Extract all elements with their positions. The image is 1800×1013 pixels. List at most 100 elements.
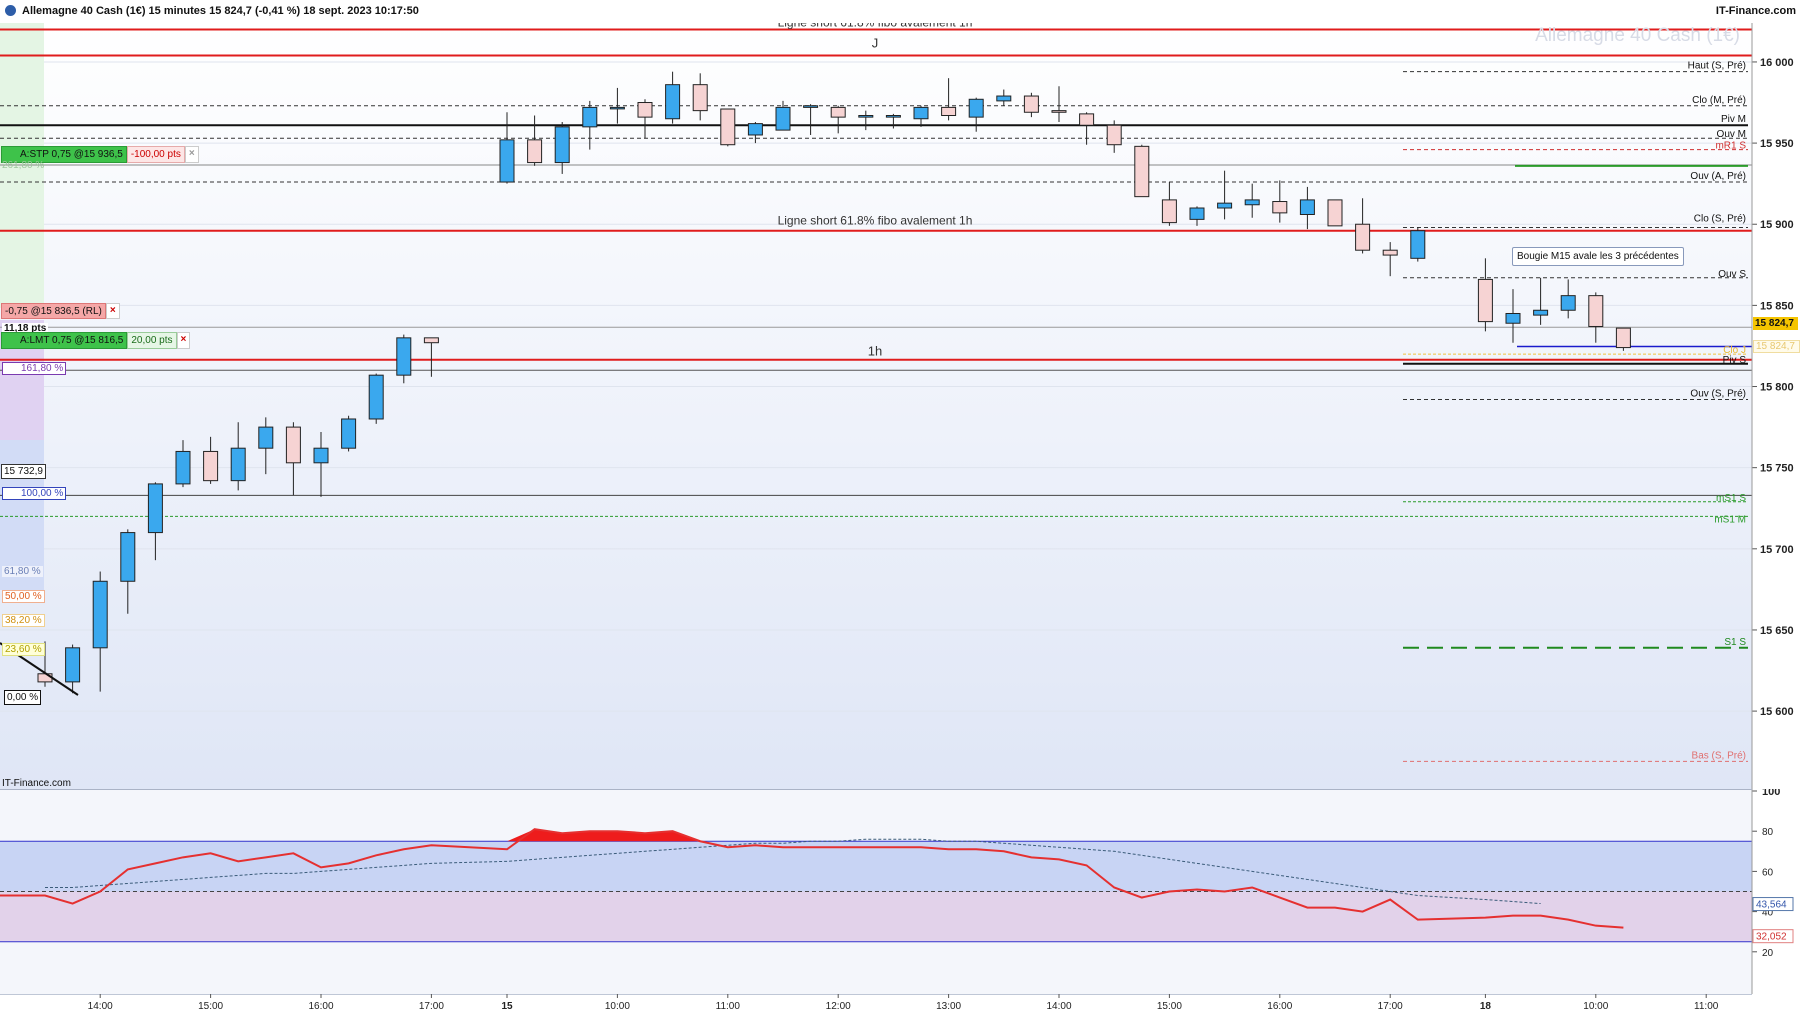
candle-body xyxy=(147,483,163,534)
x-tick-label: 17:00 xyxy=(419,1001,444,1012)
x-tick-label: 18 xyxy=(1480,1001,1492,1012)
y-tick-label: 15 950 xyxy=(1760,138,1794,150)
candle-body xyxy=(968,98,984,118)
rsi-panel[interactable]: 100 80 60 40 20 43,564 32,052 xyxy=(0,789,1800,994)
limit-order-close-icon[interactable]: × xyxy=(176,332,191,349)
x-tick-label: 10:00 xyxy=(605,1001,630,1012)
rsi-signal-tag: 43,564 xyxy=(1756,900,1787,911)
ouv-m-label: Ouv M xyxy=(1717,129,1746,140)
rsi-line xyxy=(0,828,1624,929)
candle-body xyxy=(258,426,274,449)
candle-body xyxy=(1272,201,1288,214)
candle-body xyxy=(803,105,819,108)
time-axis: 14:00 15:00 16:00 17:00 15 10:00 11:00 12:00 13:… xyxy=(0,994,1800,1013)
candle-body xyxy=(1477,278,1493,323)
rsi-signal-tag-box xyxy=(1752,897,1794,912)
x-tick-label: 15 xyxy=(501,1001,513,1012)
rsi-tick-label: 20 xyxy=(1762,948,1774,959)
candle-body xyxy=(1134,145,1150,198)
candle-body xyxy=(527,139,543,164)
candle-body xyxy=(830,106,846,118)
x-tick-label: 16:00 xyxy=(1267,1001,1292,1012)
ouv-a-pre-label: Ouv (A, Pré) xyxy=(1690,171,1746,182)
position-label[interactable]: -0,75 @15 836,5 (RL) xyxy=(1,303,106,319)
bas-s-pre-label: Bas (S, Pré) xyxy=(1692,750,1746,761)
candle-body xyxy=(341,418,357,449)
position-close-icon[interactable]: × xyxy=(105,303,120,319)
x-tick-label: 16:00 xyxy=(308,1001,333,1012)
candle-body xyxy=(1615,327,1631,349)
candle-body xyxy=(65,647,81,683)
rsi-upper-zone xyxy=(0,841,1752,892)
y-tick-label: 15 600 xyxy=(1760,706,1794,718)
candle-body xyxy=(120,532,136,582)
y-tick-label: 15 700 xyxy=(1760,544,1794,556)
candle-body xyxy=(1079,113,1095,126)
stop-order-close-icon[interactable]: × xyxy=(184,146,199,163)
x-tick-label: 10:00 xyxy=(1583,1001,1608,1012)
limit-order-tag[interactable]: A:LMT 0,75 @15 816,5 20,00 pts × xyxy=(1,332,191,349)
piv-m-label: Piv M xyxy=(1721,114,1746,125)
y-tick-label: 15 900 xyxy=(1760,219,1794,231)
candle-body xyxy=(913,106,929,120)
candle-body xyxy=(285,426,301,464)
candle-body xyxy=(1560,295,1576,311)
candle-body xyxy=(637,102,653,118)
rsi-tick-label: 80 xyxy=(1762,827,1774,838)
stop-order-pts: -100,00 pts xyxy=(126,146,185,163)
price-chart[interactable]: Ligne short 61.8% fibo avalement 1h J Haut… xyxy=(0,23,1800,789)
y-tick-label: 15 650 xyxy=(1760,625,1794,637)
limit-order-pts: 20,00 pts xyxy=(127,332,177,349)
candle-body xyxy=(720,108,736,146)
stop-order-tag[interactable]: A:STP 0,75 @15 936,5 -100,00 pts × xyxy=(1,146,199,163)
source-label[interactable]: IT-Finance.com xyxy=(1715,5,1796,17)
haut-s-pre-label: Haut (S, Pré) xyxy=(1688,61,1746,72)
rsi-signal-line xyxy=(45,838,1541,905)
candle-body xyxy=(423,337,439,344)
y-tick-label: 15 750 xyxy=(1760,463,1794,475)
mr1-s-label: mR1 S xyxy=(1715,141,1746,152)
candle-body xyxy=(1327,199,1343,227)
candle-body xyxy=(747,123,763,136)
ms1-s-label: mS1 S xyxy=(1716,493,1746,504)
candle-body xyxy=(1244,199,1260,206)
x-tick-label: 14:00 xyxy=(1046,1001,1071,1012)
candle-body xyxy=(775,106,791,131)
position-tag[interactable]: -0,75 @15 836,5 (RL) × xyxy=(1,303,120,319)
y-tick-label: 15 800 xyxy=(1760,382,1794,394)
candle-body xyxy=(1410,230,1426,259)
candle-body xyxy=(1505,312,1521,324)
limit-order-label[interactable]: A:LMT 0,75 @15 816,5 xyxy=(1,332,128,349)
y-tick-label: 16 000 xyxy=(1760,57,1794,69)
x-tick-label: 12:00 xyxy=(826,1001,851,1012)
fibo-label-main: Ligne short 61.8% fibo avalement 1h xyxy=(778,214,973,228)
clo-j-label: Clo J xyxy=(1723,345,1746,356)
label-1h: 1h xyxy=(868,344,882,359)
annotation-box[interactable]: Bougie M15 avale les 3 précédentes xyxy=(1512,247,1684,266)
candle-body xyxy=(396,337,412,376)
gear-icon[interactable] xyxy=(5,5,16,16)
candle-body xyxy=(1299,199,1315,216)
candle-body xyxy=(858,115,874,118)
rsi-lower-zone xyxy=(0,891,1752,942)
clo-m-pre-label: Clo (M, Pré) xyxy=(1692,95,1746,106)
candle-body xyxy=(941,106,957,117)
candle-body xyxy=(313,447,329,464)
ms1-m-label: mS1 M xyxy=(1714,514,1746,525)
candle-body xyxy=(92,580,108,649)
candle-body xyxy=(1189,207,1205,220)
candle-body xyxy=(1588,295,1604,327)
s1-s-label: S1 S xyxy=(1724,637,1746,648)
stop-order-label[interactable]: A:STP 0,75 @15 936,5 xyxy=(1,146,127,163)
x-tick-label: 15:00 xyxy=(1157,1001,1182,1012)
candle-body xyxy=(368,374,384,420)
candle-body xyxy=(1355,223,1371,251)
candle-body xyxy=(1217,202,1233,209)
candle-body xyxy=(230,447,246,482)
clo-s-pre-label: Clo (S, Pré) xyxy=(1694,213,1746,224)
j-label: J xyxy=(872,35,879,50)
candle-body xyxy=(1533,309,1549,316)
rsi-tick-label: 40 xyxy=(1762,908,1774,919)
x-tick-label: 15:00 xyxy=(198,1001,223,1012)
